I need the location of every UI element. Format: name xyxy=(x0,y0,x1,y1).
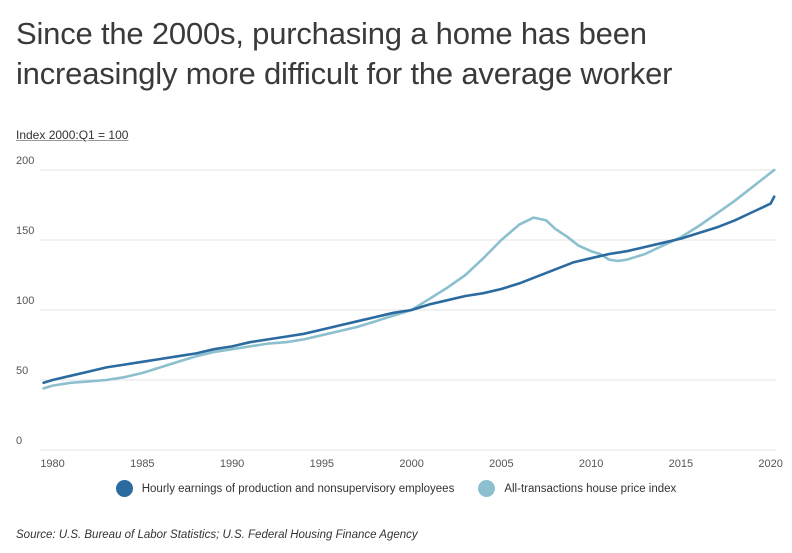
chart-title: Since the 2000s, purchasing a home has b… xyxy=(16,16,673,91)
y-axis-labels: 0 50 100 150 200 xyxy=(16,155,34,447)
line-chart: 0 50 100 150 200 1980 1985 1990 1995 2000 2005 201… xyxy=(16,155,783,470)
y-tick-label: 150 xyxy=(16,225,34,237)
legend-label-house-price: All-transactions house price index xyxy=(504,482,677,495)
legend-swatch-house-price xyxy=(478,480,496,497)
y-tick-label: 50 xyxy=(16,365,28,377)
x-tick-label: 2005 xyxy=(489,458,513,470)
y-tick-label: 200 xyxy=(16,155,34,167)
x-axis-labels: 1980 1985 1990 1995 2000 2005 2010 2015 2020 xyxy=(40,458,783,470)
legend: Hourly earnings of production and nonsup… xyxy=(0,480,792,497)
chart-subtitle: Index 2000:Q1 = 100 xyxy=(16,128,129,142)
series-lines xyxy=(42,168,776,390)
x-tick-label: 1995 xyxy=(310,458,334,470)
series-line-house-price xyxy=(42,168,776,390)
legend-swatch-earnings xyxy=(115,480,133,497)
legend-item-earnings[interactable]: Hourly earnings of production and nonsup… xyxy=(115,480,455,497)
legend-label-earnings: Hourly earnings of production and nonsup… xyxy=(141,482,455,495)
x-tick-label: 2000 xyxy=(399,458,423,470)
legend-item-house-price[interactable]: All-transactions house price index xyxy=(478,480,676,497)
y-tick-label: 100 xyxy=(16,295,34,307)
x-tick-label: 2020 xyxy=(758,458,782,470)
x-tick-label: 1985 xyxy=(130,458,154,470)
x-tick-label: 1980 xyxy=(40,458,64,470)
x-tick-label: 2015 xyxy=(669,458,693,470)
x-tick-label: 1990 xyxy=(220,458,244,470)
x-tick-label: 2010 xyxy=(579,458,603,470)
series-line-earnings xyxy=(42,195,776,385)
source-note: Source: U.S. Bureau of Labor Statistics;… xyxy=(16,529,418,541)
y-tick-label: 0 xyxy=(16,435,22,447)
